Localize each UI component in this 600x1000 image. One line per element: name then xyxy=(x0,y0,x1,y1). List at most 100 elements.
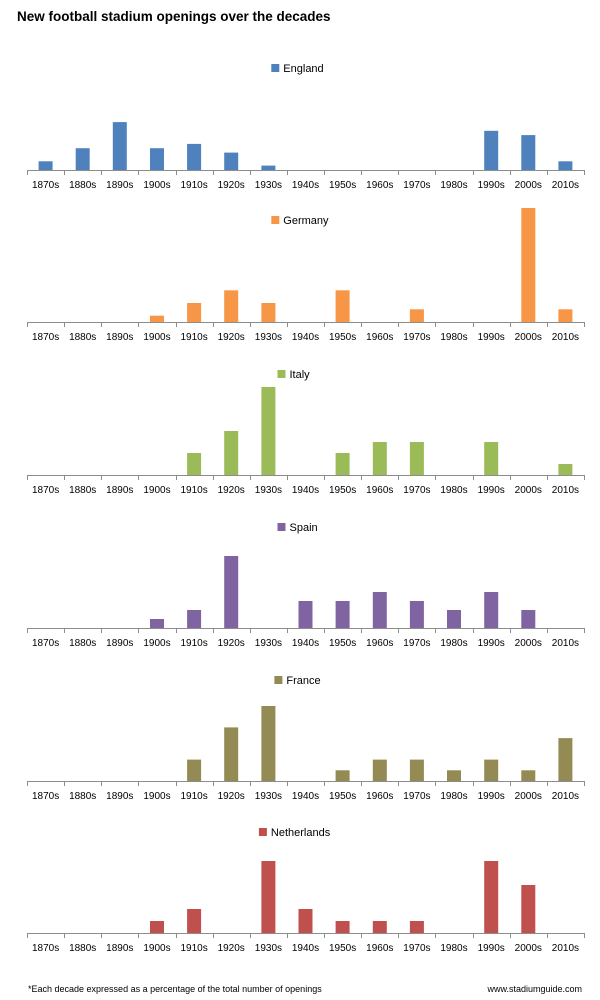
bar-1940s xyxy=(298,909,313,933)
x-tick-label: 1930s xyxy=(255,791,282,802)
x-tick-label: 1950s xyxy=(329,638,356,649)
x-tick-label: 1890s xyxy=(106,638,133,649)
x-tick-label: 1900s xyxy=(143,485,170,496)
bar-1970s xyxy=(409,759,424,781)
x-tick-label: 1960s xyxy=(366,485,393,496)
x-tick-label: 1880s xyxy=(69,485,96,496)
x-tick-label: 1900s xyxy=(143,943,170,954)
bar-2010s xyxy=(558,464,573,475)
x-tick-label: 1940s xyxy=(292,485,319,496)
x-tick-label: 1990s xyxy=(478,332,505,343)
bar-1920s xyxy=(224,290,239,322)
legend-swatch xyxy=(277,523,286,531)
legend-swatch xyxy=(277,370,286,378)
x-tick-label: 1910s xyxy=(180,485,207,496)
x-tick-label: 1980s xyxy=(440,332,467,343)
bar-1880s xyxy=(75,148,90,170)
x-tick-label: 1970s xyxy=(403,943,430,954)
legend-label: Italy xyxy=(290,369,311,381)
source-credit: www.stadiumguide.com xyxy=(487,984,582,994)
bar-1890s xyxy=(112,122,127,170)
x-tick-label: 2000s xyxy=(515,485,542,496)
x-tick-label: 1950s xyxy=(329,332,356,343)
x-tick-label: 2000s xyxy=(515,180,542,191)
x-tick-label: 1900s xyxy=(143,332,170,343)
x-tick-label: 1910s xyxy=(180,638,207,649)
x-tick-label: 1950s xyxy=(329,485,356,496)
bar-1970s xyxy=(409,309,424,322)
x-tick-label: 1940s xyxy=(292,180,319,191)
bar-1930s xyxy=(261,387,276,475)
x-tick-label: 1940s xyxy=(292,943,319,954)
x-tick-label: 1930s xyxy=(255,485,282,496)
x-tick-label: 1920s xyxy=(218,180,245,191)
bar-1910s xyxy=(187,759,202,781)
x-tick-label: 1890s xyxy=(106,332,133,343)
x-tick-label: 1940s xyxy=(292,791,319,802)
bar-1900s xyxy=(150,148,164,170)
bar-1980s xyxy=(447,610,461,628)
bar-1990s xyxy=(484,861,499,933)
bar-2000s xyxy=(521,135,536,170)
bar-1930s xyxy=(261,165,276,170)
bar-1960s xyxy=(372,921,387,933)
x-tick-label: 1960s xyxy=(366,180,393,191)
bar-1900s xyxy=(150,921,164,933)
x-tick-label: 1930s xyxy=(255,638,282,649)
x-tick-label: 1880s xyxy=(69,638,96,649)
x-tick-label: 1890s xyxy=(106,485,133,496)
x-tick-label: 1960s xyxy=(366,943,393,954)
x-tick-label: 1900s xyxy=(143,638,170,649)
bar-1910s xyxy=(187,303,202,322)
x-tick-label: 1960s xyxy=(366,332,393,343)
x-tick-label: 1990s xyxy=(478,638,505,649)
bar-1980s xyxy=(447,770,461,781)
x-tick-label: 1990s xyxy=(478,791,505,802)
x-tick-label: 1930s xyxy=(255,180,282,191)
x-tick-label: 1980s xyxy=(440,791,467,802)
legend-swatch xyxy=(274,676,283,684)
x-tick-label: 2000s xyxy=(515,791,542,802)
bar-1990s xyxy=(484,130,499,170)
x-tick-label: 1980s xyxy=(440,943,467,954)
x-tick-label: 1910s xyxy=(180,791,207,802)
x-tick-label: 1880s xyxy=(69,332,96,343)
x-tick-label: 2010s xyxy=(552,943,579,954)
x-tick-label: 2010s xyxy=(552,638,579,649)
bar-1900s xyxy=(150,619,164,628)
x-tick-label: 1910s xyxy=(180,943,207,954)
x-tick-label: 1990s xyxy=(478,180,505,191)
legend-label: Germany xyxy=(283,215,329,227)
bar-2010s xyxy=(558,161,573,170)
bar-1960s xyxy=(372,442,387,475)
x-tick-label: 1930s xyxy=(255,332,282,343)
x-tick-label: 1970s xyxy=(403,180,430,191)
x-tick-label: 2010s xyxy=(552,180,579,191)
bar-1910s xyxy=(187,453,202,475)
bar-1970s xyxy=(409,921,424,933)
x-tick-label: 1920s xyxy=(218,943,245,954)
x-tick-label: 1920s xyxy=(218,485,245,496)
bar-1920s xyxy=(224,556,239,628)
bar-1950s xyxy=(335,290,350,322)
x-tick-label: 1870s xyxy=(32,638,59,649)
bar-1970s xyxy=(409,442,424,475)
legend-label: France xyxy=(286,675,320,687)
x-tick-label: 2010s xyxy=(552,791,579,802)
x-tick-label: 2010s xyxy=(552,332,579,343)
bar-1940s xyxy=(298,601,313,628)
x-tick-label: 1900s xyxy=(143,180,170,191)
legend-label: Spain xyxy=(290,522,318,534)
chart-italy: Italy 1870s 1880s 1890s 1900s 1910s 1920s 1930s… xyxy=(27,369,585,496)
x-tick-label: 1970s xyxy=(403,791,430,802)
x-tick-label: 1980s xyxy=(440,485,467,496)
bar-2000s xyxy=(521,885,536,933)
bar-1960s xyxy=(372,759,387,781)
x-tick-label: 1890s xyxy=(106,180,133,191)
bar-1920s xyxy=(224,431,239,475)
x-tick-label: 2000s xyxy=(515,332,542,343)
x-tick-label: 1940s xyxy=(292,332,319,343)
bar-1910s xyxy=(187,909,202,933)
bar-1950s xyxy=(335,770,350,781)
